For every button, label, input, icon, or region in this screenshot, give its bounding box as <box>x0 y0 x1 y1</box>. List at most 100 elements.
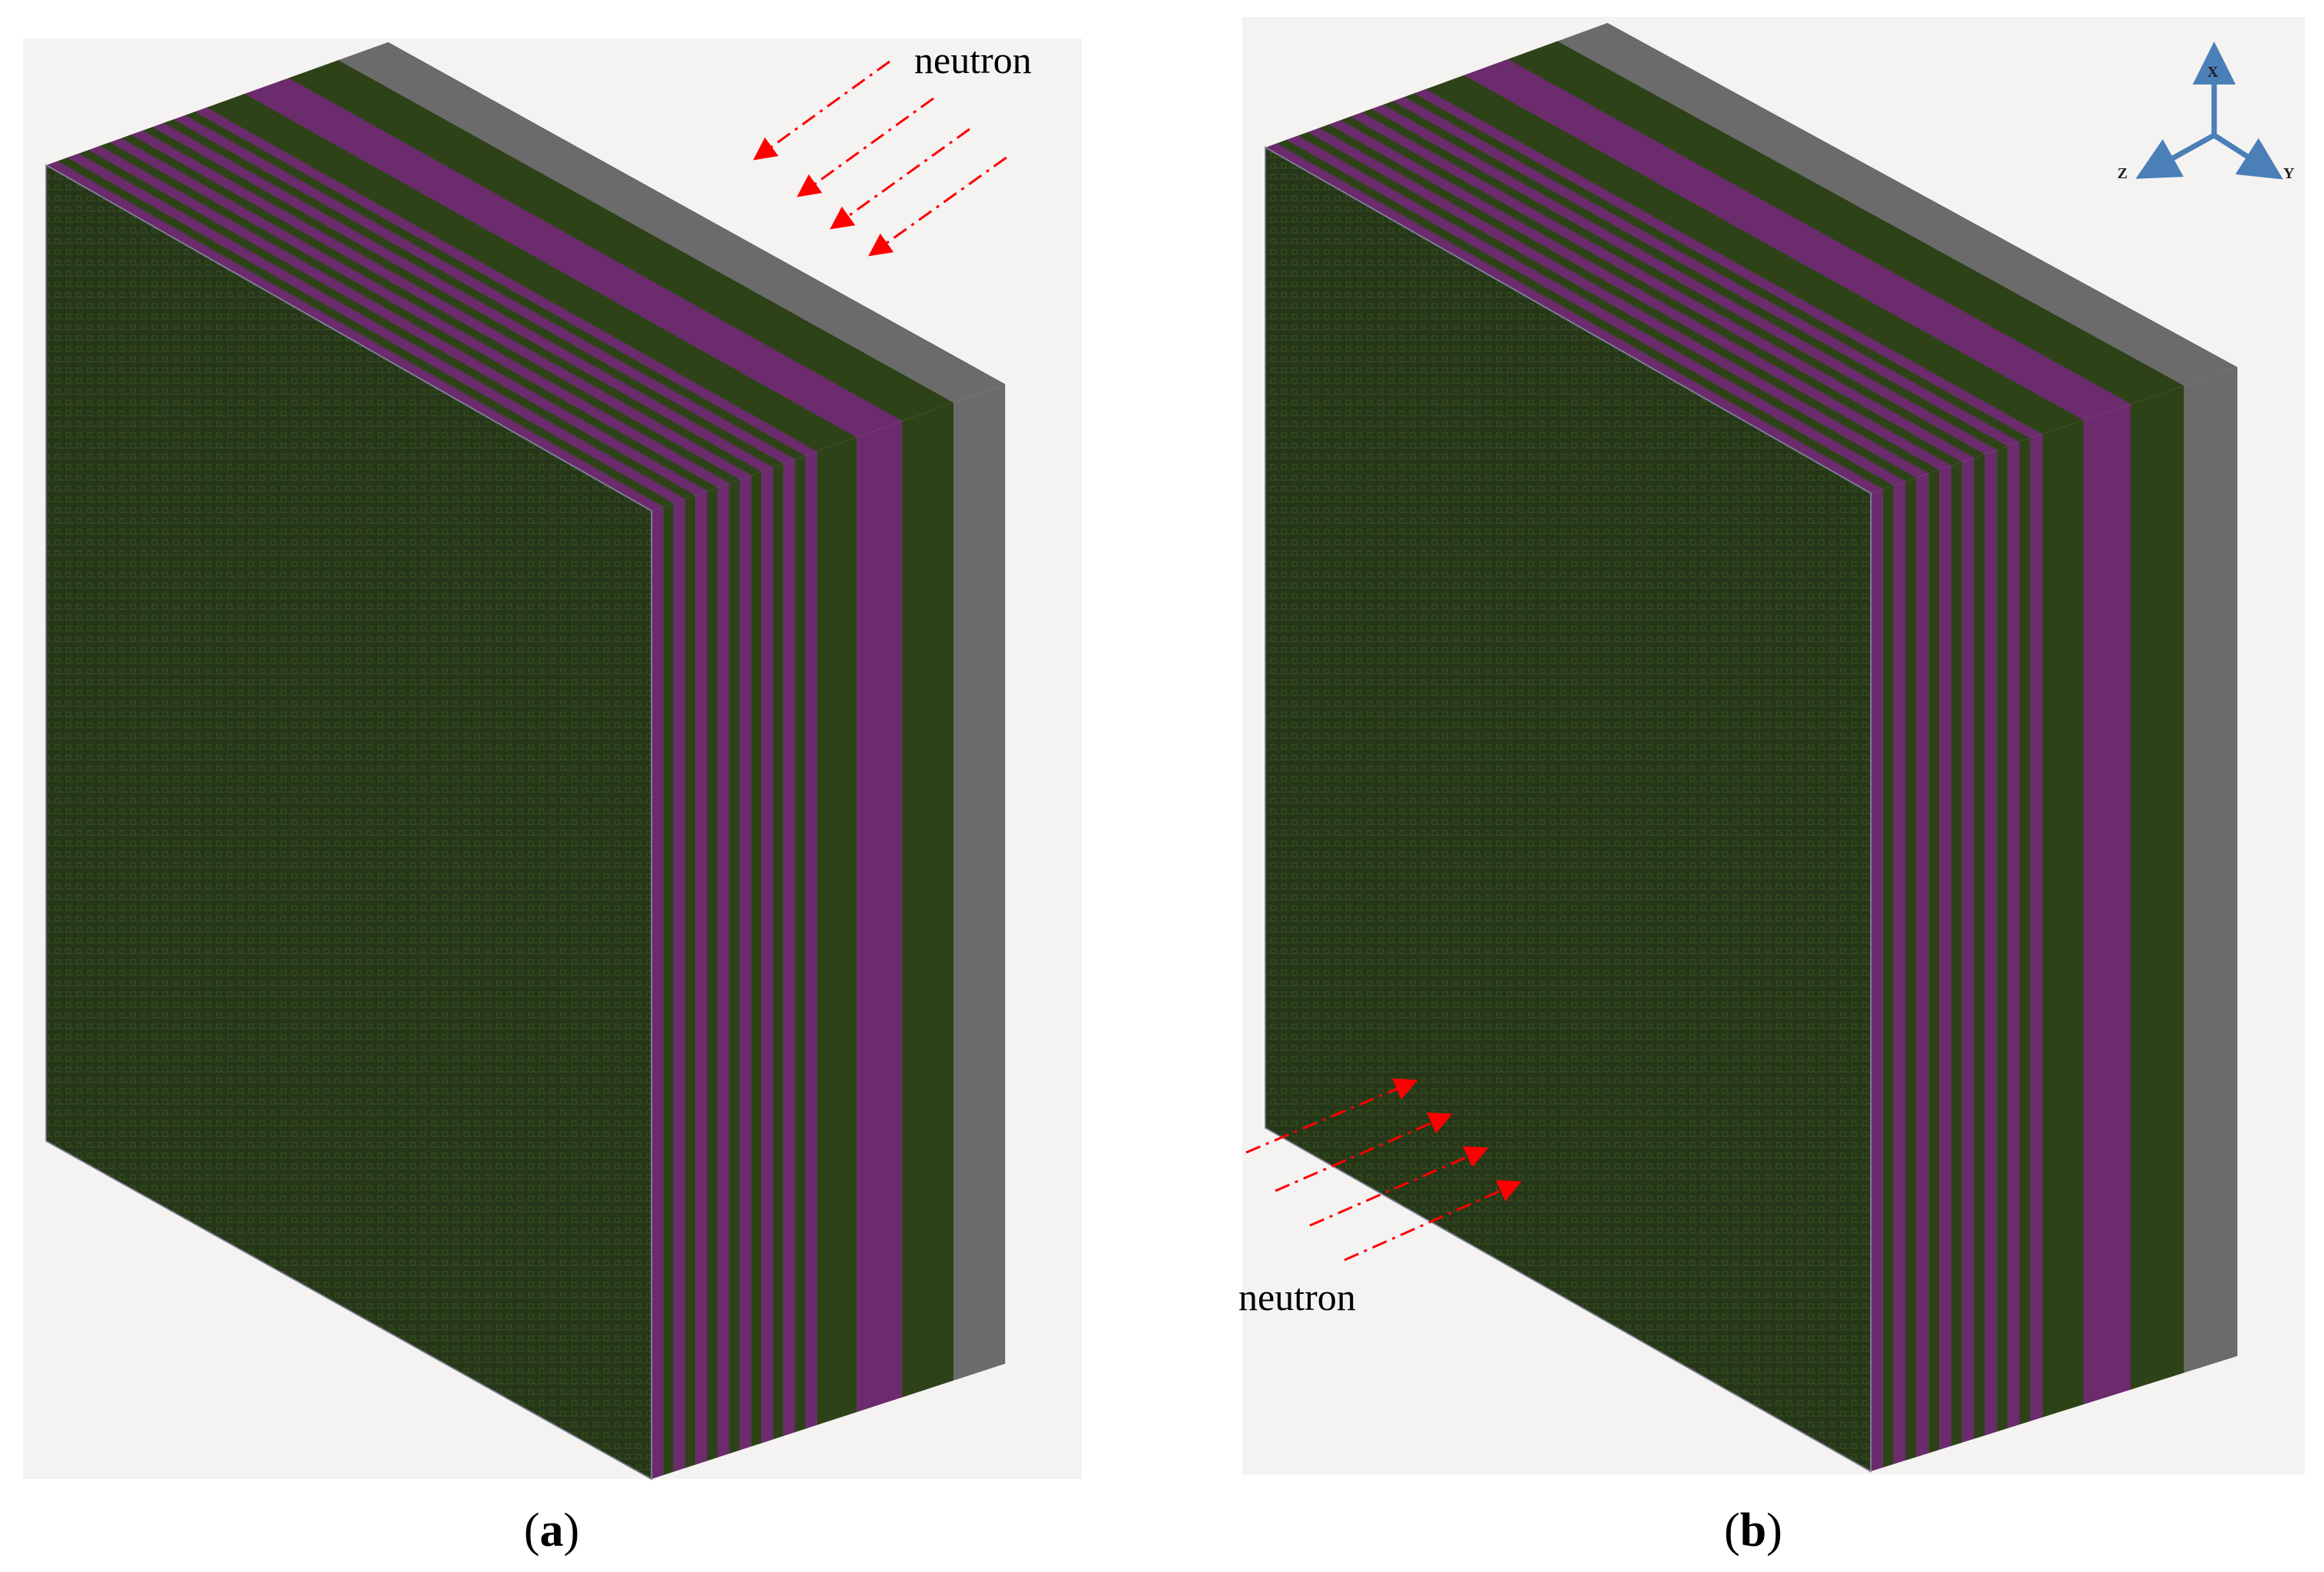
slab-layer-top-dark-green <box>1507 41 2184 404</box>
slab-layer-side-purple <box>1871 489 1883 1471</box>
slab-layer-side-dark-green <box>1928 469 1940 1454</box>
slab-layer-side-dark-green <box>685 495 696 1468</box>
slab-layer-side-dark-green <box>773 463 784 1440</box>
slab-layer-side-dark-green <box>1951 462 1962 1447</box>
panel-a: neutron (a) <box>23 38 1082 1557</box>
slab-layer-side-dark-green <box>1882 485 1894 1468</box>
y-axis-arrow <box>2213 133 2283 180</box>
slab-layer-side-dark-green <box>1905 477 1917 1461</box>
slab-layer-top-purple <box>194 107 817 456</box>
slab-layer-top-purple <box>1464 59 2131 420</box>
neutron-arrow <box>830 128 970 230</box>
slab-layer-top-dark-green <box>184 111 806 459</box>
slab-layer-top-dark-green <box>1404 93 2031 443</box>
slab-layer-side-purple <box>1916 473 1929 1458</box>
slab-layer-side-purple <box>761 467 774 1444</box>
slab-layer-side-dark-green <box>707 487 718 1461</box>
slab-layer-top-purple <box>46 161 664 512</box>
slab-layer-side-purple <box>739 475 751 1451</box>
neutron-arrow <box>868 156 1007 257</box>
slab-layer-top-purple <box>67 153 685 503</box>
slab-layer-top-dark-green <box>1276 139 1894 489</box>
neutron-arrow <box>753 60 890 161</box>
slab-layer-side-purple <box>1893 481 1906 1464</box>
slab-layer-top-dark-green <box>78 150 696 499</box>
slab-layer-top-dark-green <box>1435 75 2084 431</box>
slab-layer-side-dark-green <box>827 437 857 1422</box>
panel-b-slab-layers <box>1265 22 2238 1471</box>
slab-layer-side-dark-green <box>795 456 806 1433</box>
z-axis-label: Z <box>2117 165 2127 182</box>
panel-a-caption-letter: a <box>540 1504 564 1557</box>
panel-a-front-face <box>45 164 652 1481</box>
panel-a-slab-layers <box>46 41 1006 1479</box>
slab-layer-side-purple <box>651 506 664 1479</box>
slab-layer-top-dark-green <box>57 158 674 507</box>
slab-layer-top-dark-green <box>1298 131 1917 482</box>
slab-layer-top-dark-green <box>206 104 828 452</box>
slab-layer-top-dark-green <box>216 94 857 448</box>
slab-layer-side-purple <box>1961 457 1974 1443</box>
slab-layer-side-purple <box>673 499 685 1472</box>
slab-layer-top-purple <box>1393 97 2020 446</box>
slab-layer-side-dark-green <box>2019 438 2031 1425</box>
slab-layer-top-dark-green <box>1425 85 2054 435</box>
slab-layer-side-dark-green <box>751 471 762 1447</box>
slab-layer-side-dark-green <box>729 479 740 1454</box>
panel-a-neutron-label: neutron <box>914 38 1032 81</box>
slab-layer-top-dark-green <box>100 142 718 491</box>
panel-b-front-face <box>1265 146 1871 1473</box>
slab-layer-side-dark-green <box>2053 420 2084 1414</box>
slab-layer-side-dark-green <box>663 502 674 1476</box>
slab-layer-separator <box>387 41 1006 1364</box>
slab-layer-top-purple <box>1350 112 1974 463</box>
slab-layer-top-dark-green <box>164 119 784 468</box>
slab-layer-side-purple <box>2030 434 2043 1421</box>
slab-layer-top-gray <box>1557 23 2237 386</box>
panel-b-caption-letter: b <box>1740 1504 1766 1557</box>
slab-layer-side-dark-green <box>1974 453 1985 1439</box>
panel-b-neutron-arrows <box>1245 1078 1522 1262</box>
slab-layer-separator <box>1606 22 2238 1356</box>
axes-triad: X Y Z <box>2117 41 2295 182</box>
slab-layer-side-purple <box>805 451 817 1429</box>
slab-layer-side-dark-green <box>1997 446 2008 1432</box>
slab-layer-top-dark-green <box>1340 116 1962 466</box>
slab-layer-side-purple <box>695 490 708 1465</box>
slab-layer-top-dark-green <box>142 127 762 476</box>
slab-layer-side-purple <box>2007 442 2020 1428</box>
slab-layer-top-dark-green <box>1319 124 1940 474</box>
slab-layer-side-gray <box>953 384 1005 1381</box>
slab-layer-side-purple <box>783 459 796 1436</box>
slab-layer-top-gray <box>338 42 1006 403</box>
slab-layer-side-dark-green <box>902 402 954 1398</box>
slab-layer-top-purple <box>244 78 903 438</box>
slab-layer-side-purple <box>1939 465 1951 1450</box>
slab-layer-top-purple <box>88 145 708 496</box>
slab-layer-top-purple <box>1286 135 1906 486</box>
slab-layer-top-purple <box>1329 120 1951 470</box>
panel-b: neutron X Y Z (b) <box>1238 17 2305 1557</box>
neutron-arrow <box>1309 1146 1489 1227</box>
x-axis-label: X <box>2207 64 2219 81</box>
slab-layer-top-purple <box>110 138 730 488</box>
panel-b-neutron-label: neutron <box>1238 1275 1356 1318</box>
panel-b-caption: (b) <box>1724 1504 1782 1557</box>
slab-layer-top-dark-green <box>121 134 740 483</box>
neutron-arrow <box>797 97 934 197</box>
panel-a-caption: (a) <box>524 1504 579 1557</box>
slab-layer-side-dark-green <box>2130 385 2184 1390</box>
slab-layer-side-gray <box>2183 367 2237 1373</box>
y-axis-label: Y <box>2283 165 2295 182</box>
slab-layer-top-purple <box>152 122 774 472</box>
slab-layer-top-dark-green <box>1361 108 1985 458</box>
z-axis-arrow <box>2135 132 2216 179</box>
neutron-arrow <box>1344 1180 1522 1262</box>
panel-a-neutron-arrows <box>753 60 1007 257</box>
slab-layer-top-purple <box>1265 143 1883 493</box>
slab-layer-side-purple <box>2084 403 2131 1405</box>
slab-layer-top-purple <box>131 130 751 479</box>
slab-layer-top-purple <box>174 114 796 464</box>
slab-layer-top-purple <box>1308 128 1929 478</box>
